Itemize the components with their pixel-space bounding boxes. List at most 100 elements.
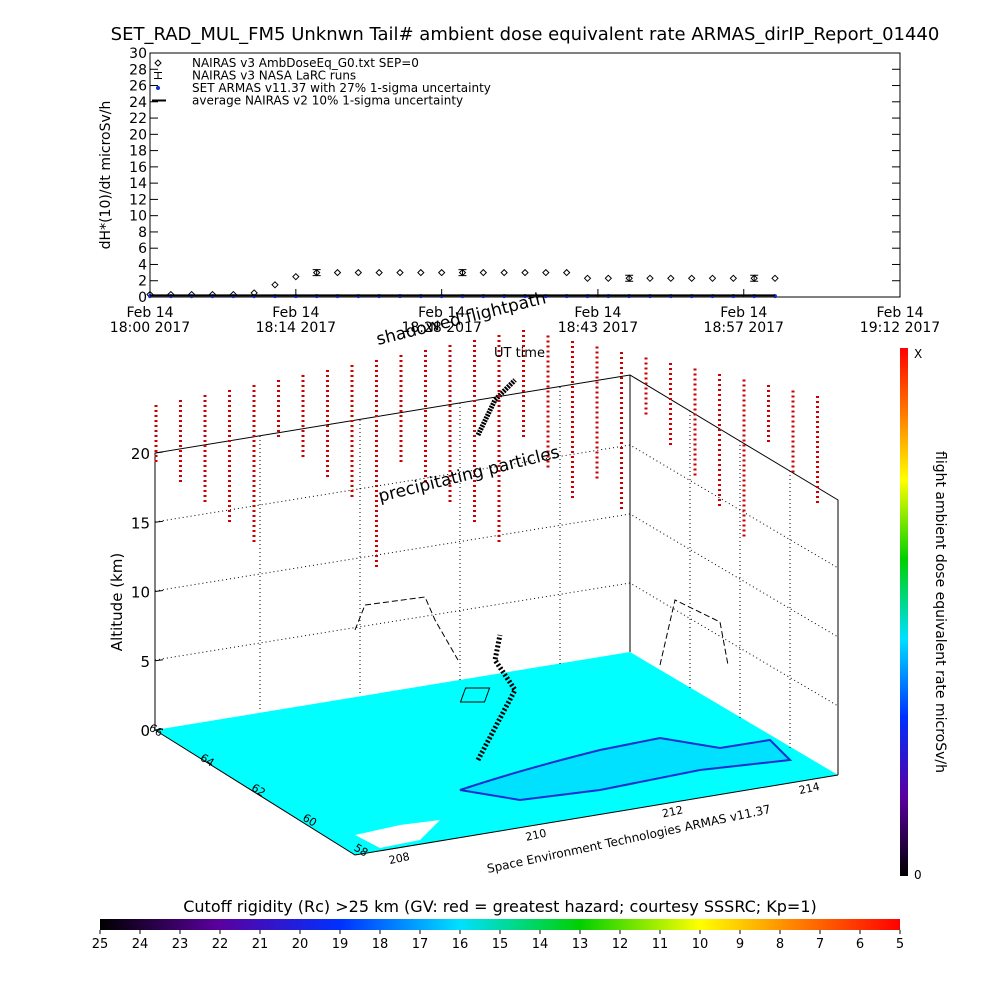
x-tick-label: 214 [798,780,821,797]
box-frame [154,374,839,856]
colorbar-tick-label: 22 [212,937,229,952]
z-tick-label: 0 [140,722,150,740]
point [458,269,467,277]
flight-path-top [475,378,517,437]
colorbar-label: flight ambient dose equivalent rate micr… [932,451,948,773]
point [521,268,529,277]
y-tick-label: 10 [129,209,147,225]
colorbar-tick-label: 16 [452,937,469,952]
point [667,274,675,283]
x-tick-label: Feb 14 18:43 2017 [557,305,639,336]
point [479,268,488,277]
colorbar-tick-label: 23 [172,937,189,952]
y-axis-label: dH*(10)/dt microSv/h [98,101,114,250]
grid-3d [154,387,839,748]
x-tick-label: Feb 14 18:57 2017 [703,305,784,336]
z-tick [154,659,164,662]
colorbar-tick-label: 21 [252,937,269,952]
point [562,268,571,277]
z-tick [154,728,164,731]
colorbar-tick-label: 5 [896,937,904,952]
colorbar-tick: X [914,347,922,361]
x-tick-label: Feb 14 18:00 2017 [109,305,191,336]
legend-label: NAIRAS v3 AmbDoseEq_G0.txt SEP=0 [192,56,419,70]
y-tick-label: 66 [147,721,166,739]
colorbar-tick-label: 24 [132,937,149,952]
point [417,268,425,277]
z-tick [154,590,164,592]
legend-label: SET ARMAS v11.37 with 27% 1-sigma uncert… [192,81,491,95]
colorbar-tick-label: 11 [652,937,669,952]
z-tick-label: 5 [140,653,150,671]
point [542,268,550,277]
point [583,274,592,283]
point [354,268,363,277]
z-tick-label: 10 [131,584,150,602]
y-tick-label: 16 [129,160,147,176]
point [625,274,634,282]
point [729,274,738,283]
colorbar-tick-label: 17 [412,937,429,952]
colorbar-tick-label: 6 [856,937,864,952]
z-axis-label: Altitude (km) [108,553,126,651]
z-tick-label: 20 [131,445,150,463]
y-tick-label: 14 [129,176,147,192]
y-tick-label: 4 [138,257,147,273]
y-tick-label: 24 [129,95,147,111]
point [500,268,508,277]
y-tick-label: 28 [129,62,147,78]
annotation: precipitating particles [376,442,561,506]
point [646,274,654,283]
x-tick-label: Feb 14 18:14 2017 [255,305,337,336]
y-tick-label: 0 [138,290,147,306]
colorbar-tick-label: 15 [492,937,509,952]
point [375,268,383,277]
coastline [459,736,793,802]
x-tick-label: 210 [524,827,547,844]
z-tick [154,520,164,523]
point [271,281,279,289]
point [312,269,321,277]
y-tick-label: 58 [352,841,371,859]
colorbar-tick-label: 19 [332,937,349,952]
point [396,268,404,277]
point [687,274,696,283]
x-tick-label: Feb 14 18:28 2017 [401,305,482,336]
aircraft-box [459,687,491,703]
y-tick-label: 6 [138,241,147,257]
colorbar-tick: 0 [914,868,922,882]
point [437,268,446,277]
cutoff-colorbar [100,919,900,930]
particle-columns [154,330,819,570]
cutoff-title: Cutoff rigidity (Rc) >25 km (GV: red = g… [183,897,817,916]
point [333,268,342,277]
z-tick [154,451,164,454]
shadow-path [354,596,459,661]
chart-title: SET_RAD_MUL_FM5 Unknwn Tail# ambient dos… [111,24,940,45]
y-tick-label: 26 [129,79,147,95]
y-tick-label: 2 [138,274,147,290]
annotation: UT time [494,346,545,361]
point [708,274,717,283]
land [355,820,440,848]
shadow-path [659,599,729,666]
colorbar-tick-label: 8 [776,937,784,952]
colorbar-tick-label: 20 [292,937,309,952]
y-tick-label: 60 [300,811,319,829]
y-tick-label: 62 [249,781,268,799]
point [750,274,759,282]
colorbar-tick-label: 12 [612,937,629,952]
colorbar-tick-label: 13 [572,937,589,952]
x-tick-label: 212 [661,803,684,820]
colorbar-tick-label: 7 [816,937,824,952]
x-tick-label: 208 [388,850,411,867]
point [771,274,779,283]
floor [155,652,838,855]
point [292,272,300,281]
z-tick-label: 15 [131,514,150,532]
colorbar-tick-label: 18 [372,937,389,952]
point [156,86,160,90]
point [154,59,162,67]
